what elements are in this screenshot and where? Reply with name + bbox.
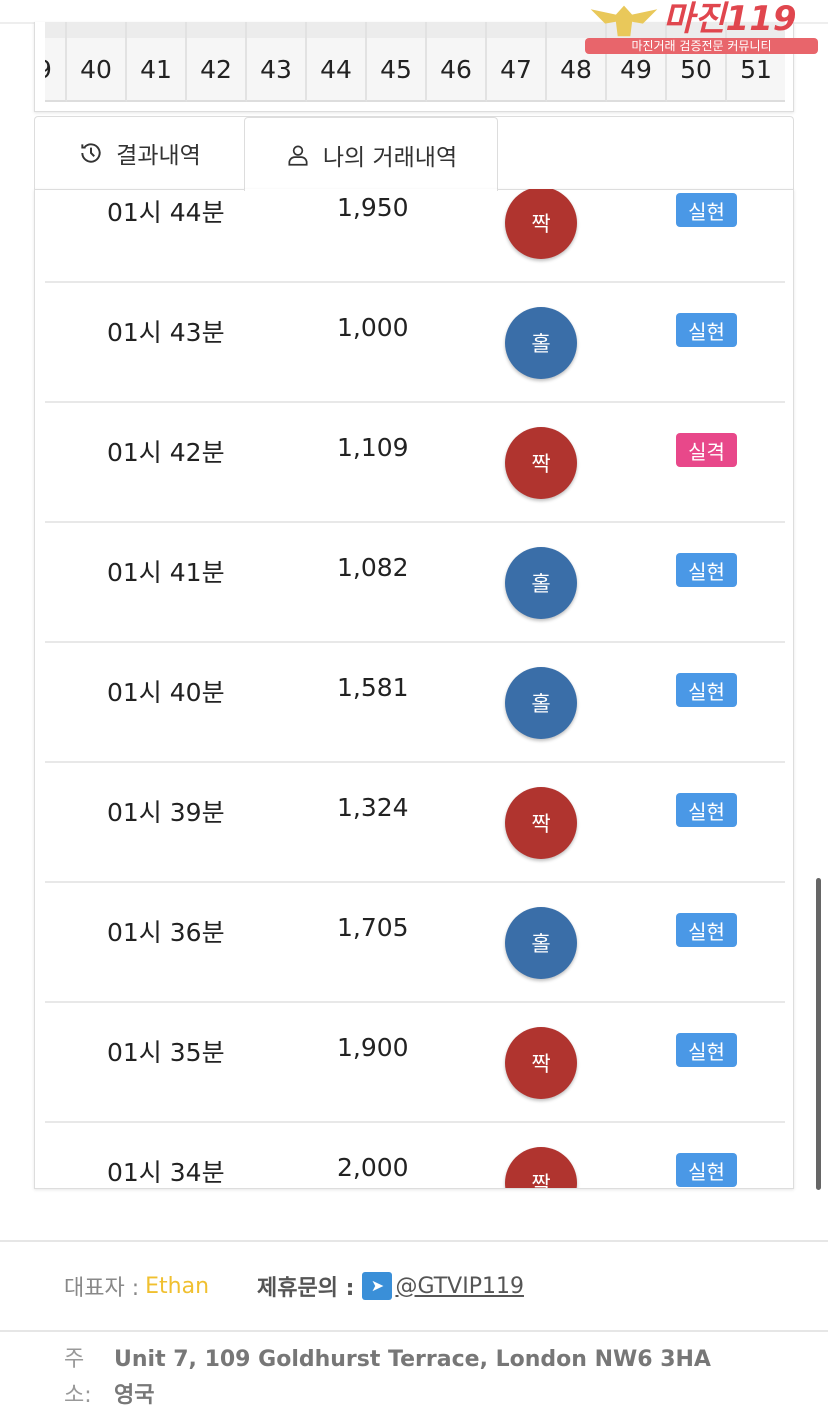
history-tabs: 결과내역 나의 거래내역	[34, 116, 794, 191]
trade-time: 01시 44분	[107, 198, 225, 227]
trade-time: 01시 39분	[107, 798, 225, 827]
round-cell: 50	[667, 22, 727, 102]
address-label: 주소:	[64, 1347, 92, 1408]
trade-time: 01시 43분	[107, 318, 225, 347]
even-pick-ball: 짝	[505, 427, 577, 499]
eagle-emblem-icon	[590, 5, 658, 37]
trade-time: 01시 41분	[107, 558, 225, 587]
trade-amount: 1,109	[337, 433, 409, 462]
address-text: Unit 7, 109 Goldhurst Terrace, London NW…	[114, 1347, 711, 1408]
representative-name: Ethan	[145, 1273, 210, 1299]
even-pick-ball: 짝	[505, 189, 577, 259]
trade-amount: 1,581	[337, 673, 409, 702]
trade-amount: 2,000	[337, 1153, 409, 1182]
round-cell: 43	[247, 22, 307, 102]
odd-pick-ball: 홀	[505, 907, 577, 979]
odd-pick-ball: 홀	[505, 667, 577, 739]
round-cell: 44	[307, 22, 367, 102]
tab-results[interactable]: 결과내역	[35, 117, 244, 190]
even-pick-ball: 짝	[505, 787, 577, 859]
status-badge: 실현	[676, 1033, 737, 1067]
trade-amount: 1,324	[337, 793, 409, 822]
trade-amount: 1,000	[337, 313, 409, 342]
round-cell: 41	[127, 22, 187, 102]
status-badge: 실현	[676, 673, 737, 707]
representative-label: 대표자 :	[64, 1276, 140, 1301]
logo-subtitle: 마진거래 검증전문 커뮤니티	[585, 38, 818, 54]
round-cell: 49	[607, 22, 667, 102]
trade-amount: 1,705	[337, 913, 409, 942]
logo-title: 마진119	[663, 0, 797, 39]
status-badge: 실현	[676, 553, 737, 587]
round-cell: 51	[727, 22, 785, 102]
trade-time: 01시 36분	[107, 918, 225, 947]
trade-amount: 1,900	[337, 1033, 409, 1062]
round-cell: 48	[547, 22, 607, 102]
round-cell: 39	[45, 22, 67, 102]
status-badge: 실현	[676, 193, 737, 227]
trade-time: 01시 34분	[107, 1158, 225, 1187]
trade-row: 01시 36분 1,705 홀 실현	[45, 883, 785, 1003]
site-logo[interactable]: 마진119 마진거래 검증전문 커뮤니티	[585, 2, 820, 54]
trade-amount: 1,082	[337, 553, 409, 582]
even-pick-ball: 짝	[505, 1147, 577, 1188]
round-cell: 47	[487, 22, 547, 102]
tab-my-trades[interactable]: 나의 거래내역	[244, 117, 498, 191]
trade-row: 01시 42분 1,109 짝 실격	[45, 403, 785, 523]
page-scrollbar[interactable]	[816, 878, 821, 1190]
trade-time: 01시 42분	[107, 438, 225, 467]
tab-label: 결과내역	[116, 143, 201, 169]
user-icon	[288, 144, 308, 166]
trade-time: 01시 35분	[107, 1038, 225, 1067]
trade-row: 01시 41분 1,082 홀 실현	[45, 523, 785, 643]
trade-history-list[interactable]: 01시 44분 1,950 짝 실현 01시 43분 1,000 홀 실현 01시 …	[34, 189, 794, 1189]
trade-row: 01시 43분 1,000 홀 실현	[45, 283, 785, 403]
telegram-icon: ➤	[362, 1272, 393, 1300]
round-cell: 40	[67, 22, 127, 102]
round-number-strip: 39404142434445464748495051	[34, 22, 794, 112]
status-badge: 실현	[676, 793, 737, 827]
history-icon	[81, 143, 101, 163]
trade-row: 01시 39분 1,324 짝 실현	[45, 763, 785, 883]
odd-pick-ball: 홀	[505, 547, 577, 619]
tab-label: 나의 거래내역	[322, 144, 458, 171]
footer-contact: 대표자 : Ethan 제휴문의 : ➤ @GTVIP119	[64, 1270, 524, 1302]
status-badge: 실현	[676, 1153, 737, 1187]
round-cell: 42	[187, 22, 247, 102]
contact-label: 제휴문의 :	[257, 1276, 355, 1301]
status-badge: 실현	[676, 913, 737, 947]
round-cell: 45	[367, 22, 427, 102]
trade-row: 01시 34분 2,000 짝 실현	[45, 1123, 785, 1188]
trade-row: 01시 35분 1,900 짝 실현	[45, 1003, 785, 1123]
trade-row: 01시 40분 1,581 홀 실현	[45, 643, 785, 763]
status-badge: 실격	[676, 433, 737, 467]
trade-time: 01시 40분	[107, 678, 225, 707]
footer-divider	[0, 1330, 828, 1332]
trade-amount: 1,950	[337, 193, 409, 222]
round-cells: 39404142434445464748495051	[45, 22, 785, 102]
odd-pick-ball: 홀	[505, 307, 577, 379]
round-cell: 46	[427, 22, 487, 102]
footer-divider	[0, 1240, 828, 1242]
trade-row: 01시 44분 1,950 짝 실현	[45, 189, 785, 283]
even-pick-ball: 짝	[505, 1027, 577, 1099]
status-badge: 실현	[676, 313, 737, 347]
telegram-link[interactable]: @GTVIP119	[395, 1273, 524, 1299]
